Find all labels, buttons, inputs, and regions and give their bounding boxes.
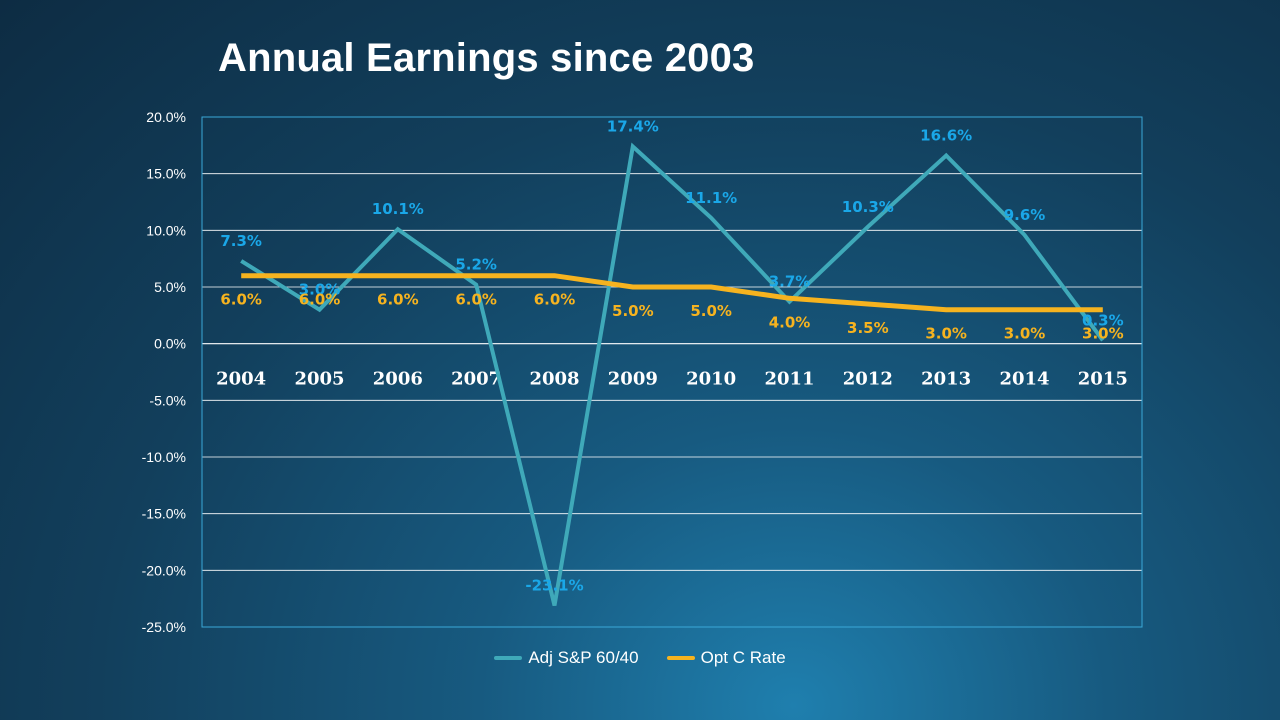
y-tick-label: 10.0% <box>146 222 186 238</box>
legend-swatch-opt <box>666 656 695 660</box>
data-label-adj-sp: 11.1% <box>685 189 737 207</box>
data-label-adj-sp: 9.6% <box>1004 206 1046 224</box>
series-lines <box>240 142 1105 606</box>
legend-swatch-sp <box>494 656 523 660</box>
data-label-opt-c: 3.0% <box>1004 325 1046 343</box>
data-label-adj-sp: 3.0% <box>299 281 341 299</box>
y-tick-label: -20.0% <box>142 562 186 578</box>
slide-title: Annual Earnings since 2003 <box>218 36 755 80</box>
x-category-label: 2009 <box>608 369 658 390</box>
data-label-adj-sp: 0.3% <box>1082 311 1124 329</box>
y-tick-label: 20.0% <box>146 109 186 125</box>
data-label-adj-sp: 7.3% <box>220 232 262 250</box>
y-tick-label: 15.0% <box>146 166 186 182</box>
y-axis-ticks: 20.0% 15.0% 10.0% 5.0% 0.0% -5.0% -10.0% -15.0%… <box>142 109 186 635</box>
x-category-label: 2006 <box>373 369 423 390</box>
y-tick-label: -10.0% <box>142 449 186 465</box>
legend-label-opt: Opt C Rate <box>700 648 786 667</box>
data-label-adj-sp: 3.7% <box>769 273 811 291</box>
data-label-adj-sp: 17.4% <box>607 117 659 135</box>
chart-legend: Adj S&P 60/40 Opt C Rate <box>0 648 1280 668</box>
plot-area-border <box>201 116 1143 628</box>
legend-item-sp[interactable]: Adj S&P 60/40 <box>494 648 639 668</box>
data-label-opt-c: 6.0% <box>534 291 576 309</box>
x-category-label: 2008 <box>529 369 579 390</box>
data-label-opt-c: 6.0% <box>220 291 262 309</box>
x-category-label: 2004 <box>216 369 266 390</box>
data-label-adj-sp: 10.3% <box>842 198 894 216</box>
y-tick-label: -25.0% <box>142 619 186 635</box>
data-label-adj-sp: -23.1% <box>525 576 583 594</box>
data-label-adj-sp: 16.6% <box>920 127 972 145</box>
y-tick-label: 0.0% <box>154 336 186 352</box>
data-label-opt-c: 5.0% <box>690 302 732 320</box>
data-label-opt-c: 3.0% <box>1082 325 1124 343</box>
x-category-label: 2014 <box>999 369 1049 390</box>
data-label-adj-sp: 5.2% <box>455 256 497 274</box>
legend-label-sp: Adj S&P 60/40 <box>528 648 639 667</box>
data-label-opt-c: 3.5% <box>847 319 889 337</box>
data-label-opt-c: 4.0% <box>769 313 811 331</box>
data-labels: 7.3% 3.0% 10.1% 5.2% -23.1% 17.4% 11.1% 3.7% 10.… <box>220 117 1123 594</box>
data-label-opt-c: 6.0% <box>299 291 341 309</box>
series-line-opt-c <box>241 273 1103 313</box>
data-label-opt-c: 3.0% <box>925 325 967 343</box>
y-tick-label: 5.0% <box>154 279 186 295</box>
y-tick-label: -5.0% <box>149 392 186 408</box>
series-line-adj-sp <box>240 142 1105 606</box>
data-label-opt-c: 6.0% <box>377 291 419 309</box>
x-category-label: 2013 <box>921 369 971 390</box>
x-category-label: 2007 <box>451 369 501 390</box>
data-label-adj-sp: 10.1% <box>372 200 424 218</box>
data-label-opt-c: 6.0% <box>455 291 497 309</box>
x-category-label: 2012 <box>843 369 893 390</box>
x-category-label: 2010 <box>686 369 736 390</box>
x-category-label: 2015 <box>1078 369 1128 390</box>
x-category-label: 2011 <box>764 369 814 390</box>
legend-item-opt[interactable]: Opt C Rate <box>666 648 786 668</box>
data-label-opt-c: 5.0% <box>612 302 654 320</box>
y-tick-label: -15.0% <box>142 506 186 522</box>
x-category-label: 2005 <box>294 369 344 390</box>
x-axis-categories: 2004 2005 2006 2007 2008 2009 2010 2011 2012 2013… <box>216 369 1128 390</box>
